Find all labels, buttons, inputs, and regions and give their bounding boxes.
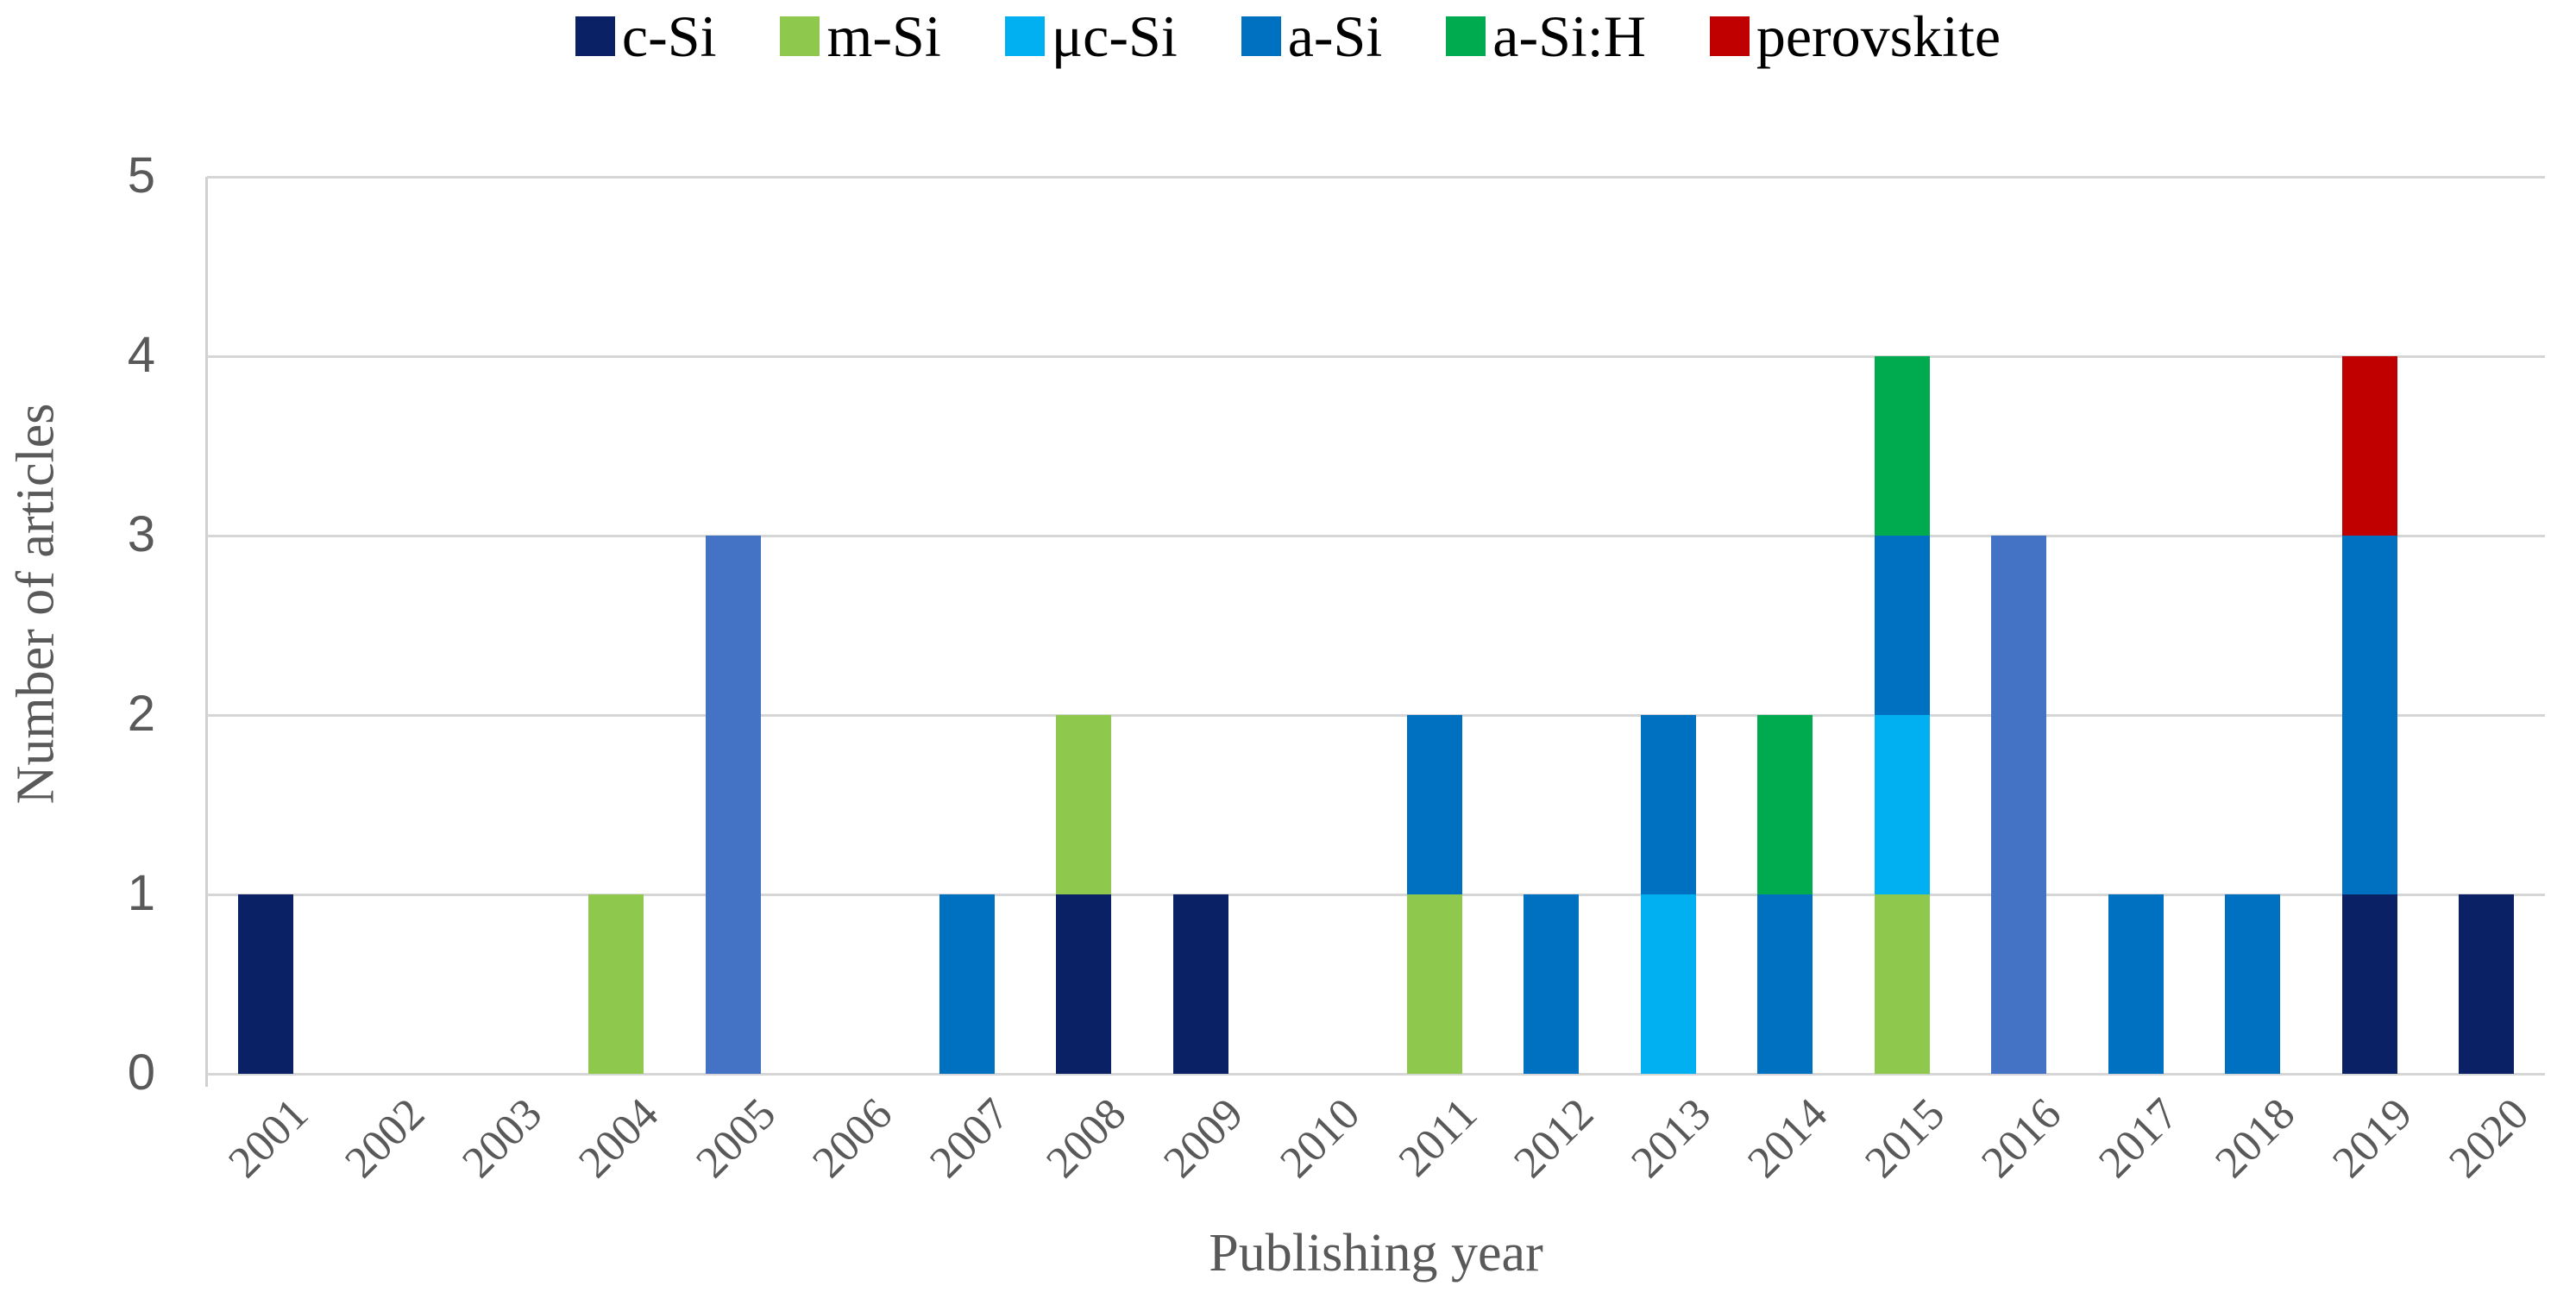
x-tick-2010: 2010 xyxy=(1271,1088,1370,1188)
bar-segment-2011-a-Si xyxy=(1406,715,1462,894)
bar-segment-2008-c-Si xyxy=(1056,894,1112,1074)
bar-2004 xyxy=(588,894,644,1074)
x-tick-2007: 2007 xyxy=(920,1088,1019,1188)
bar-segment-2015-a-Si xyxy=(1874,536,1930,715)
legend-swatch-icon xyxy=(1446,16,1486,56)
x-tick-2018: 2018 xyxy=(2206,1088,2305,1188)
bar-2018 xyxy=(2225,894,2281,1074)
legend-swatch-icon xyxy=(1709,16,1750,56)
bar-segment-2018-a-Si xyxy=(2225,894,2281,1074)
legend-item-m-Si: m-Si xyxy=(780,3,941,69)
bar-segment-2013-a-Si xyxy=(1640,715,1696,894)
bar-segment-2019-a-Si xyxy=(2341,536,2397,894)
x-tick-2019: 2019 xyxy=(2323,1088,2422,1188)
bar-2005 xyxy=(705,536,761,1074)
y-tick-1: 1 xyxy=(127,865,155,921)
bar-segment-2016-unlabeled-blue xyxy=(1991,536,2047,1074)
bar-segment-2005-unlabeled-blue xyxy=(705,536,761,1074)
bar-2011 xyxy=(1406,715,1462,1074)
bar-segment-2015-a-Si:H xyxy=(1874,356,1930,536)
gridline-y0 xyxy=(207,1073,2545,1076)
legend-swatch-icon xyxy=(780,16,820,56)
bar-2013 xyxy=(1640,715,1696,1074)
bar-segment-2020-c-Si xyxy=(2459,894,2515,1074)
y-tick-0: 0 xyxy=(127,1044,155,1101)
y-tick-2: 2 xyxy=(127,686,155,742)
bar-2019 xyxy=(2341,356,2397,1074)
y-tick-5: 5 xyxy=(127,147,155,204)
x-tick-2020: 2020 xyxy=(2440,1088,2539,1188)
bar-segment-2009-c-Si xyxy=(1172,894,1228,1074)
legend-label: perovskite xyxy=(1756,3,2001,69)
bar-2015 xyxy=(1874,356,1930,1074)
y-axis-line xyxy=(205,177,208,1087)
x-tick-2016: 2016 xyxy=(1972,1088,2071,1188)
bar-segment-2015-μc-Si xyxy=(1874,715,1930,894)
bar-segment-2015-m-Si xyxy=(1874,894,1930,1074)
legend-label: a-Si:H xyxy=(1492,3,1646,69)
bar-2001 xyxy=(237,894,293,1074)
chart-legend: c-Si m-Si μc-Si a-Si a-Si:H perovskite xyxy=(0,7,2576,66)
gridline-y4 xyxy=(207,355,2545,358)
bar-2020 xyxy=(2459,894,2515,1074)
x-tick-2011: 2011 xyxy=(1389,1088,1486,1187)
x-tick-2017: 2017 xyxy=(2089,1088,2188,1188)
legend-label: m-Si xyxy=(826,3,941,69)
bar-segment-2011-m-Si xyxy=(1406,894,1462,1074)
legend-swatch-icon xyxy=(1004,16,1045,56)
bar-segment-2019-perovskite xyxy=(2341,356,2397,536)
bar-segment-2013-μc-Si xyxy=(1640,894,1696,1074)
bar-2016 xyxy=(1991,536,2047,1074)
bar-2014 xyxy=(1757,715,1813,1074)
x-tick-2002: 2002 xyxy=(336,1088,435,1188)
x-tick-2008: 2008 xyxy=(1037,1088,1136,1188)
bar-segment-2017-a-Si xyxy=(2108,894,2164,1074)
bar-segment-2012-a-Si xyxy=(1524,894,1580,1074)
legend-item-μc-Si: μc-Si xyxy=(1004,3,1178,69)
legend-item-perovskite: perovskite xyxy=(1709,3,2001,69)
legend-item-a-Si:H: a-Si:H xyxy=(1446,7,1646,66)
legend-swatch-icon xyxy=(575,16,615,56)
x-tick-2006: 2006 xyxy=(803,1088,902,1188)
legend-item-c-Si: c-Si xyxy=(575,3,717,69)
legend-swatch-icon xyxy=(1241,16,1281,56)
bar-2008 xyxy=(1056,715,1112,1074)
bar-segment-2008-m-Si xyxy=(1056,715,1112,894)
bar-2009 xyxy=(1172,894,1228,1074)
gridline-y3 xyxy=(207,535,2545,537)
x-tick-2009: 2009 xyxy=(1154,1088,1253,1188)
x-tick-2014: 2014 xyxy=(1738,1088,1838,1188)
bar-segment-2014-a-Si xyxy=(1757,894,1813,1074)
bar-segment-2004-m-Si xyxy=(588,894,644,1074)
legend-label: a-Si xyxy=(1287,3,1383,69)
gridline-y2 xyxy=(207,714,2545,717)
legend-item-a-Si: a-Si xyxy=(1241,3,1383,69)
bar-2017 xyxy=(2108,894,2164,1074)
x-tick-2001: 2001 xyxy=(219,1088,317,1188)
bar-segment-2019-c-Si xyxy=(2341,894,2397,1074)
bar-2012 xyxy=(1524,894,1580,1074)
bar-segment-2014-a-Si:H xyxy=(1757,715,1813,894)
x-tick-2004: 2004 xyxy=(569,1088,669,1188)
x-tick-2003: 2003 xyxy=(453,1088,551,1188)
legend-label: c-Si xyxy=(621,3,717,69)
bar-segment-2007-a-Si xyxy=(939,894,995,1074)
x-tick-2015: 2015 xyxy=(1856,1088,1954,1188)
bar-segment-2001-c-Si xyxy=(237,894,293,1074)
x-tick-2012: 2012 xyxy=(1505,1088,1604,1188)
x-tick-2013: 2013 xyxy=(1622,1088,1720,1188)
y-axis-title: Number of articles xyxy=(6,403,66,805)
y-tick-4: 4 xyxy=(127,327,155,383)
x-axis-title: Publishing year xyxy=(1209,1224,1543,1283)
gridline-y1 xyxy=(207,894,2545,896)
bar-2007 xyxy=(939,894,995,1074)
plot-area xyxy=(207,176,2545,1076)
y-tick-3: 3 xyxy=(127,506,155,562)
x-tick-2005: 2005 xyxy=(687,1088,785,1188)
gridline-y5 xyxy=(207,176,2545,179)
legend-label: μc-Si xyxy=(1051,3,1178,69)
